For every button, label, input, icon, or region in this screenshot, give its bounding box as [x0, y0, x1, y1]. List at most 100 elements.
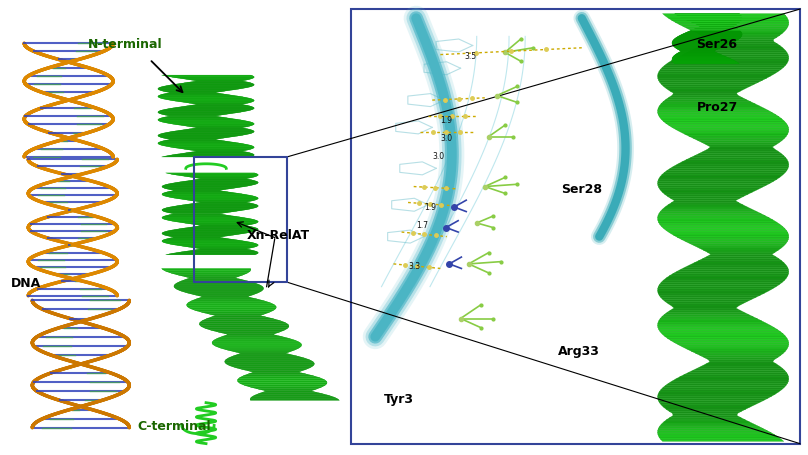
Polygon shape — [176, 289, 263, 290]
Polygon shape — [250, 387, 322, 388]
Polygon shape — [659, 80, 763, 82]
Polygon shape — [223, 335, 280, 336]
Polygon shape — [240, 383, 327, 384]
Polygon shape — [660, 332, 783, 334]
Polygon shape — [680, 25, 789, 26]
Polygon shape — [684, 373, 788, 375]
Polygon shape — [251, 396, 334, 397]
Polygon shape — [658, 291, 768, 293]
Polygon shape — [235, 352, 289, 353]
Polygon shape — [659, 70, 781, 72]
Polygon shape — [242, 369, 306, 370]
Polygon shape — [235, 354, 294, 355]
Polygon shape — [659, 403, 760, 405]
Polygon shape — [672, 93, 738, 95]
Polygon shape — [658, 78, 767, 80]
Polygon shape — [204, 328, 288, 329]
Polygon shape — [661, 298, 755, 299]
Polygon shape — [174, 285, 261, 286]
Polygon shape — [693, 138, 785, 141]
Polygon shape — [658, 186, 766, 188]
Polygon shape — [667, 418, 745, 420]
Polygon shape — [667, 61, 789, 63]
Polygon shape — [254, 395, 330, 396]
Polygon shape — [196, 298, 257, 299]
Polygon shape — [212, 342, 300, 343]
Polygon shape — [213, 315, 263, 316]
Polygon shape — [659, 115, 779, 117]
Polygon shape — [234, 367, 311, 368]
Polygon shape — [216, 331, 281, 332]
Polygon shape — [175, 287, 263, 288]
Polygon shape — [661, 405, 755, 407]
Polygon shape — [658, 74, 774, 76]
Polygon shape — [659, 424, 759, 426]
Polygon shape — [658, 112, 776, 115]
Polygon shape — [658, 289, 772, 291]
Polygon shape — [661, 119, 785, 121]
Polygon shape — [672, 379, 789, 381]
Polygon shape — [691, 156, 785, 157]
Polygon shape — [662, 334, 785, 336]
Polygon shape — [706, 145, 776, 147]
Polygon shape — [659, 295, 760, 298]
Polygon shape — [658, 392, 779, 394]
Polygon shape — [698, 258, 781, 261]
Polygon shape — [242, 384, 326, 385]
Polygon shape — [663, 299, 751, 302]
Polygon shape — [227, 350, 295, 351]
Polygon shape — [245, 374, 311, 375]
Polygon shape — [252, 372, 300, 373]
Polygon shape — [666, 409, 746, 411]
Polygon shape — [225, 359, 309, 360]
Polygon shape — [200, 325, 289, 326]
Polygon shape — [659, 437, 781, 439]
Polygon shape — [234, 355, 297, 356]
Polygon shape — [690, 243, 786, 246]
Polygon shape — [665, 302, 747, 304]
Polygon shape — [183, 276, 239, 277]
Polygon shape — [681, 239, 789, 242]
Polygon shape — [201, 312, 270, 313]
Polygon shape — [668, 381, 789, 383]
Polygon shape — [689, 263, 786, 265]
Polygon shape — [175, 288, 263, 289]
Polygon shape — [673, 272, 789, 274]
Polygon shape — [665, 63, 787, 65]
Polygon shape — [670, 415, 741, 418]
Polygon shape — [658, 396, 772, 399]
Polygon shape — [703, 250, 778, 252]
Polygon shape — [669, 274, 789, 276]
Polygon shape — [659, 212, 761, 213]
Polygon shape — [700, 355, 781, 358]
Polygon shape — [659, 426, 763, 429]
Polygon shape — [190, 293, 256, 294]
Polygon shape — [193, 299, 262, 300]
Polygon shape — [692, 31, 785, 33]
Polygon shape — [191, 300, 264, 301]
Polygon shape — [264, 391, 314, 392]
Polygon shape — [697, 366, 782, 368]
Text: C-terminal: C-terminal — [137, 420, 211, 433]
Polygon shape — [201, 321, 283, 322]
Polygon shape — [669, 95, 742, 97]
Polygon shape — [699, 248, 781, 250]
Polygon shape — [658, 429, 767, 430]
Polygon shape — [705, 37, 776, 40]
Polygon shape — [663, 278, 786, 280]
Polygon shape — [255, 394, 328, 395]
Polygon shape — [202, 327, 288, 328]
Text: Ser28: Ser28 — [562, 183, 603, 197]
Polygon shape — [181, 280, 248, 281]
Polygon shape — [682, 347, 788, 349]
Polygon shape — [248, 386, 323, 387]
Polygon shape — [259, 393, 322, 394]
Polygon shape — [237, 368, 309, 369]
Text: 3.5: 3.5 — [465, 52, 477, 61]
Polygon shape — [669, 411, 742, 414]
Polygon shape — [195, 310, 274, 311]
Polygon shape — [663, 65, 785, 67]
Polygon shape — [670, 166, 789, 168]
Polygon shape — [212, 343, 301, 344]
Polygon shape — [665, 205, 747, 207]
